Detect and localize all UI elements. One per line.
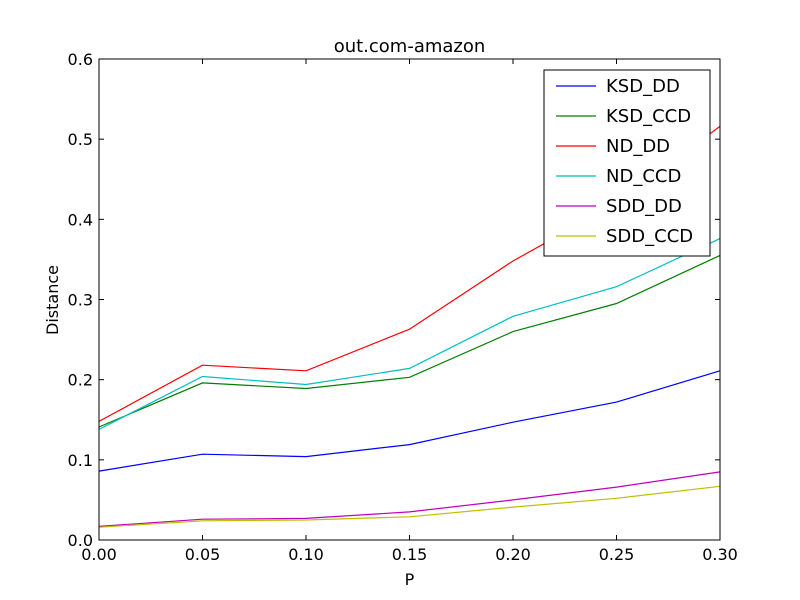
x-tick-label: 0.20: [495, 545, 531, 564]
legend-box: [543, 69, 711, 257]
y-tick-label: 0.3: [68, 291, 93, 310]
x-tick-label: 0.05: [185, 545, 221, 564]
x-tick-label: 0.30: [702, 545, 738, 564]
y-tick-label: 0.0: [68, 531, 93, 550]
legend-label: ND_DD: [606, 136, 670, 157]
y-tick-label: 0.5: [68, 130, 93, 149]
chart-title: out.com-amazon: [334, 36, 486, 57]
x-tick-label: 0.00: [81, 545, 117, 564]
plot-lines: [98, 125, 721, 528]
x-axis-label: P: [405, 570, 415, 589]
series-line-nd-ccd: [98, 238, 721, 430]
y-axis: 0.0 0.1 0.2 0.3 0.4 0.5 0.6: [68, 50, 720, 550]
legend-label: KSD_DD: [606, 76, 680, 97]
series-line-ksd-dd: [98, 370, 721, 472]
legend-label: SDD_CCD: [606, 226, 693, 247]
y-tick-label: 0.2: [68, 371, 93, 390]
y-tick-label: 0.1: [68, 451, 93, 470]
y-axis-label: Distance: [43, 265, 62, 335]
series-line-ksd-ccd: [98, 254, 721, 428]
x-tick-label: 0.10: [288, 545, 324, 564]
y-tick-label: 0.4: [68, 210, 93, 229]
x-tick-label: 0.15: [392, 545, 428, 564]
legend: KSD_DD KSD_CCD ND_DD ND_CCD SDD_DD SDD_CCD: [543, 69, 711, 257]
series-line-sdd-dd: [98, 471, 721, 527]
series-line-sdd-ccd: [98, 485, 721, 528]
legend-label: SDD_DD: [606, 196, 682, 217]
y-tick-label: 0.6: [68, 50, 93, 69]
x-tick-label: 0.25: [599, 545, 635, 564]
legend-label: ND_CCD: [606, 166, 681, 187]
x-axis: 0.00 0.05 0.10 0.15 0.20 0.25 0.30: [81, 59, 738, 564]
legend-label: KSD_CCD: [606, 106, 691, 127]
